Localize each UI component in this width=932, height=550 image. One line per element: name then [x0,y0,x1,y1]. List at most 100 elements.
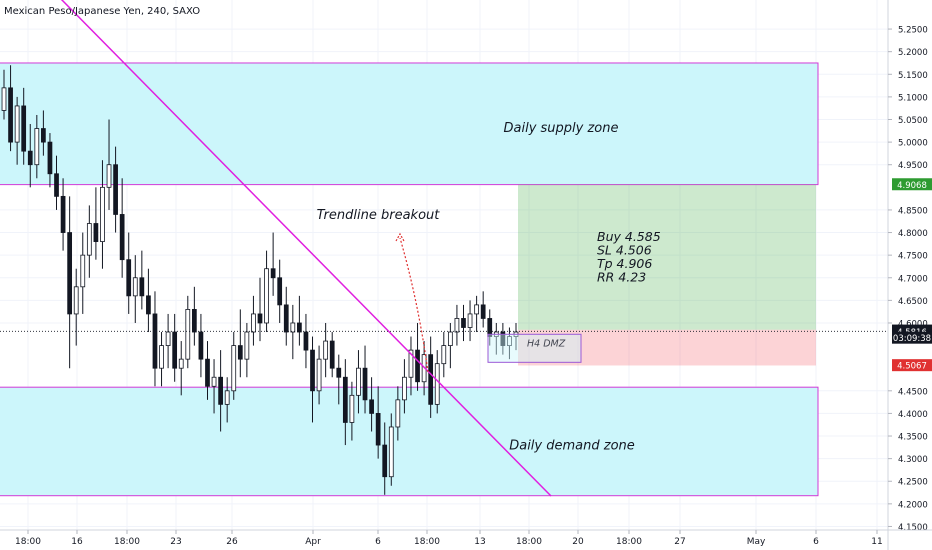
candle-body [132,277,138,297]
x-tick-label: 6 [813,537,819,547]
candle [297,295,302,346]
candle-body [205,358,210,387]
candle-body [172,331,178,369]
candle-body [329,340,335,369]
candle [73,268,79,346]
y-tick-label: 4.2500 [898,478,928,488]
x-tick-label: 23 [170,537,181,547]
candle [113,146,118,233]
candle [500,322,506,355]
candle [54,155,59,210]
y-tick-label: 5.1500 [898,71,928,81]
candle-body [257,313,263,324]
y-tick-label: 4.7500 [898,252,928,262]
candle [264,250,269,333]
candle-body [356,367,361,396]
y-tick-label: 5.1000 [898,93,928,103]
target-area[interactable] [518,184,816,330]
candle-body [303,331,309,351]
candle [467,300,473,342]
candle-body [297,322,302,333]
candle-body [441,345,447,365]
y-tick-label: 4.3000 [898,455,928,465]
x-tick-label: 6 [375,537,381,547]
candle [447,322,453,369]
trendline[interactable] [60,0,552,497]
candle-body [277,277,283,306]
candle [310,336,315,423]
price-marker-bg [892,178,932,191]
candle [487,309,493,346]
candle [185,295,191,369]
x-tick-label: 18:00 [516,537,542,547]
candle-body [185,309,191,360]
position-label-line: Buy 4.585 [597,229,661,244]
candle [290,304,296,360]
candle-body [336,367,342,378]
candle [139,250,145,310]
arrow-head-icon [395,232,405,242]
candle [303,313,309,369]
candle [27,124,33,188]
price-marker-bg [892,331,932,344]
y-tick-label: 5.0500 [898,116,928,126]
y-tick-label: 4.7000 [898,274,928,284]
candle-body [395,399,401,428]
candle-body [126,259,132,297]
candle-body [152,313,158,369]
x-tick-label: Apr [305,537,321,547]
candle [316,345,322,405]
y-tick-label: 4.1500 [898,523,928,533]
candle [132,255,138,323]
candle [126,232,132,314]
candle-body [362,367,368,401]
y-tick-label: 4.2000 [898,500,928,510]
candle-body [467,313,473,328]
candle [80,232,86,314]
supply-zone[interactable] [0,62,819,186]
candle [205,341,210,400]
h4-dmz-box[interactable] [487,333,582,363]
candle-body [402,376,407,401]
candle [172,313,178,382]
candle [159,332,164,387]
candle [60,178,66,251]
candle-body [375,413,381,446]
y-tick-label: 4.6000 [898,319,928,329]
stop-area[interactable] [518,329,816,366]
candle [41,110,46,156]
candle [434,350,440,414]
demand-zone[interactable] [0,386,819,497]
candle-body [349,394,355,423]
candle-body [119,214,125,261]
candle-body [67,232,73,315]
candle [191,286,197,346]
candle [356,350,361,414]
candle [67,196,73,369]
candle [342,359,348,446]
x-tick-label: 18:00 [114,537,140,547]
candle-body [487,318,493,337]
y-tick-label: 5.2000 [898,48,928,58]
candle-body [27,150,33,166]
candle-body [474,304,479,315]
candle [152,291,158,387]
position-label-line: Tp 4.906 [597,256,652,271]
candle-body [8,87,13,143]
candle-body [434,363,440,405]
x-axis: 18:00 16 18:00 23 26 Apr 6 18:00 13 18:00 20 18:00 2… [0,529,932,547]
candle [461,304,466,342]
candle-body [507,336,512,346]
candle-body [100,186,105,242]
candle [21,87,27,165]
candle-body [60,195,66,233]
candle [415,322,420,391]
candle-body [500,331,506,346]
candle-body [244,331,250,360]
candle-body [165,331,171,346]
candle-body [178,358,184,369]
price-marker-label: 03:09:38 [893,334,931,344]
